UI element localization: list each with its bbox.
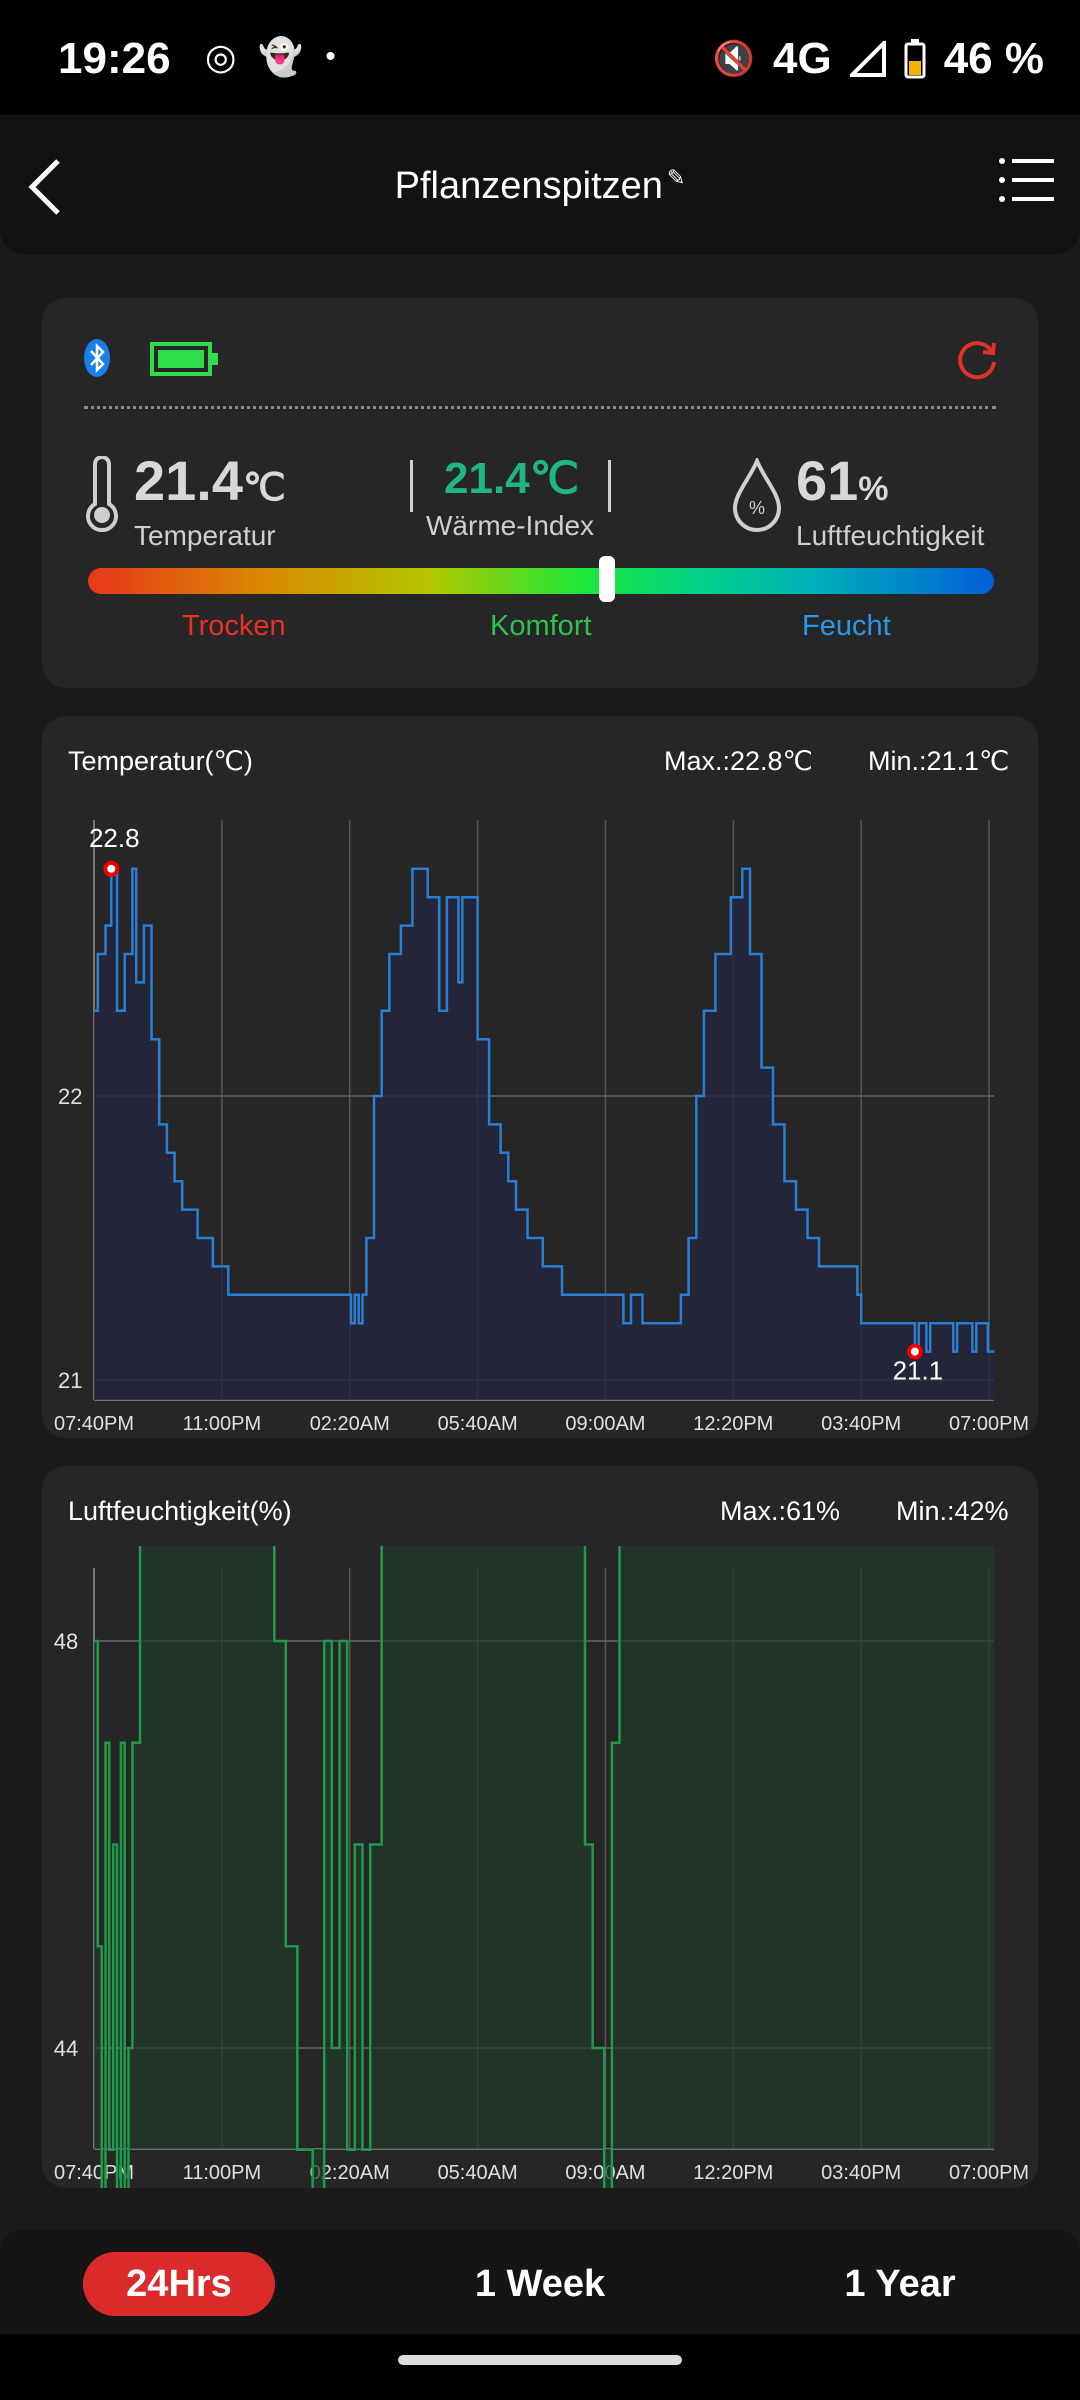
mute-icon: 🔇 (712, 40, 755, 78)
battery-icon (904, 39, 926, 79)
zone-dry: Trocken (182, 610, 286, 642)
thermometer-icon (86, 456, 118, 532)
device-title[interactable]: Pflanzenspitzen ✎ (0, 165, 1080, 208)
x-tick-label: 07:40PM (54, 1413, 134, 1435)
device-title-text: Pflanzenspitzen (394, 165, 663, 207)
heat-index-label: Wärme-Index (426, 510, 595, 541)
zone-humid: Feucht (802, 610, 891, 642)
temperature-label: Temperatur (134, 520, 276, 551)
max-point-label: 22.8 (89, 823, 140, 853)
x-tick-label: 07:00PM (949, 1413, 1029, 1435)
comfort-scale (88, 568, 994, 594)
bluetooth-icon (84, 339, 110, 377)
tab-1-year[interactable]: 1 Year (844, 2263, 956, 2305)
back-arrow-icon[interactable] (22, 157, 72, 217)
series-area (94, 1546, 995, 2188)
chart-max: Max.:22.8℃ (664, 746, 813, 776)
x-tick-label: 07:40PM (54, 2162, 134, 2184)
chart-title: Luftfeuchtigkeit(%) (68, 1496, 292, 1526)
x-tick-label: 12:20PM (693, 2162, 773, 2184)
y-tick-label: 44 (54, 2036, 78, 2061)
chart-min: Min.:42% (896, 1496, 1009, 1526)
x-tick-label: 05:40AM (438, 2162, 518, 2184)
refresh-icon[interactable] (956, 338, 998, 380)
humidity-chart-card: 07:40PM11:00PM02:20AM05:40AM09:00AM12:20… (42, 1466, 1038, 2188)
humidity-value: 61% (796, 449, 889, 512)
device-battery-icon (150, 342, 218, 376)
zone-comfort: Komfort (490, 610, 592, 642)
edit-icon[interactable]: ✎ (666, 165, 686, 190)
separator (410, 460, 413, 512)
min-point-label: 21.1 (893, 1356, 944, 1386)
chart-max: Max.:61% (720, 1496, 841, 1526)
x-tick-label: 03:40PM (821, 2162, 901, 2184)
series-line (94, 867, 995, 1353)
x-tick-label: 02:20AM (310, 1413, 390, 1435)
tab-1-week[interactable]: 1 Week (474, 2263, 606, 2305)
x-tick-label: 09:00AM (565, 1413, 645, 1435)
signal-icon (849, 41, 886, 77)
summary-card: 21.4℃ Temperatur 21.4℃ Wärme-Index % 61%… (42, 298, 1038, 688)
humidity-drop-icon: % (732, 458, 782, 532)
y-tick-label: 22 (58, 1084, 82, 1109)
max-point-marker (103, 860, 120, 877)
menu-icon[interactable] (998, 155, 1054, 205)
network-type: 4G (773, 34, 832, 83)
range-tabs: 24Hrs 1 Week 1 Year (0, 2230, 1080, 2334)
x-tick-label: 07:00PM (949, 2162, 1029, 2184)
x-tick-label: 02:20AM (310, 2162, 390, 2184)
app-header: Pflanzenspitzen ✎ (0, 115, 1080, 255)
dot-icon: • (325, 40, 336, 73)
system-nav-bar (0, 2334, 1080, 2400)
comfort-indicator (599, 556, 615, 602)
tab-24hrs[interactable]: 24Hrs (83, 2252, 275, 2316)
home-handle[interactable] (398, 2355, 682, 2365)
temperature-chart: 07:40PM 11:00PM 02:20AM 05:40AM 09:00AM 12:20… (54, 820, 1029, 1435)
chart-min: Min.:21.1℃ (868, 746, 1010, 776)
heat-index-value: 21.4℃ (444, 454, 580, 503)
whatsapp-icon: ◎ (205, 36, 237, 77)
svg-text:%: % (749, 498, 765, 518)
x-tick-label: 05:40AM (438, 1413, 518, 1435)
status-bar: 19:26 ◎ 👻 • 🔇 4G 46 % (0, 0, 1080, 115)
humidity-chart: 07:40PM11:00PM02:20AM05:40AM09:00AM12:20… (54, 1546, 1029, 2188)
min-point-marker (906, 1343, 923, 1360)
series-area (94, 868, 995, 1400)
y-tick-label: 21 (58, 1368, 82, 1393)
temperature-value: 21.4℃ (134, 449, 286, 512)
x-tick-label: 12:20PM (693, 1413, 773, 1435)
clock: 19:26 (58, 34, 171, 83)
x-tick-label: 03:40PM (821, 1413, 901, 1435)
x-tick-label: 11:00PM (183, 1413, 262, 1435)
series-line (94, 1546, 621, 2188)
x-tick-label: 11:00PM (183, 2162, 262, 2184)
chart-title: Temperatur(℃) (68, 746, 253, 776)
snapchat-icon: 👻 (258, 36, 304, 77)
temperature-chart-card: 07:40PM 11:00PM 02:20AM 05:40AM 09:00AM 12:20… (42, 716, 1038, 1438)
separator (608, 460, 611, 512)
divider (84, 406, 996, 409)
battery-level: 46 % (943, 34, 1044, 83)
humidity-label: Luftfeuchtigkeit (796, 520, 985, 551)
y-tick-label: 48 (54, 1629, 78, 1654)
